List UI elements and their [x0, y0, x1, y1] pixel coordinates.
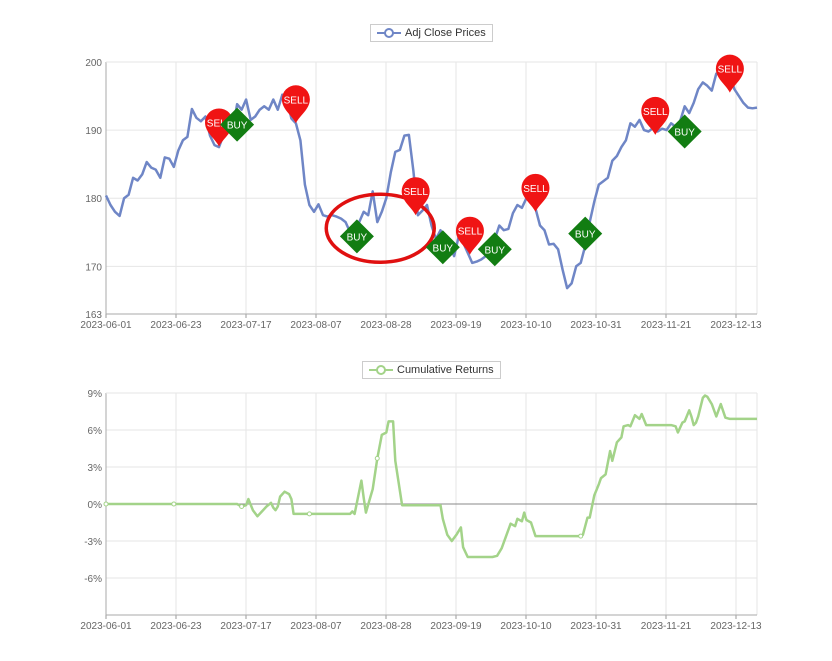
buy-diamond: [339, 219, 374, 254]
x-tick-label: 2023-08-28: [360, 320, 412, 331]
y-tick-label: 170: [85, 262, 102, 273]
sell-marker: SELL: [521, 173, 550, 212]
buy-label: BUY: [674, 127, 695, 138]
sell-marker: SELL: [455, 216, 484, 255]
y-tick-label: 6%: [88, 426, 103, 437]
buy-marker: BUY: [667, 114, 702, 149]
sell-label: SELL: [284, 95, 309, 106]
series-point: [578, 533, 584, 539]
sell-pin: [521, 173, 550, 212]
series-line: [104, 72, 758, 290]
sell-pin: [205, 108, 234, 147]
series-point: [103, 501, 109, 507]
x-tick-label: 2023-12-13: [710, 320, 762, 331]
x-tick-label: 2023-10-31: [570, 621, 622, 632]
series-point: [239, 503, 245, 509]
y-tick-label: 180: [85, 194, 102, 205]
y-tick-label: 190: [85, 126, 102, 137]
sell-marker: SELL: [641, 96, 670, 135]
x-tick-label: 2023-06-23: [150, 320, 202, 331]
sell-pin: [281, 85, 310, 124]
sell-marker: SELL: [205, 108, 234, 147]
y-tick-label: 163: [85, 310, 102, 321]
sell-label: SELL: [458, 227, 483, 238]
price-legend-icon: [377, 28, 401, 38]
buy-diamond: [425, 230, 460, 265]
buy-marker: BUY: [220, 107, 255, 142]
x-tick-label: 2023-07-17: [220, 621, 272, 632]
sell-label: SELL: [643, 107, 668, 118]
buy-marker: BUY: [477, 232, 512, 267]
buy-diamond: [667, 114, 702, 149]
x-tick-label: 2023-06-23: [150, 621, 202, 632]
y-tick-label: 0%: [88, 500, 103, 511]
series-point: [306, 511, 312, 517]
returns-legend-label: Cumulative Returns: [397, 364, 494, 376]
buy-label: BUY: [347, 232, 368, 243]
x-tick-label: 2023-06-01: [80, 621, 132, 632]
y-tick-label: 9%: [88, 389, 103, 400]
buy-marker: BUY: [425, 230, 460, 265]
x-tick-label: 2023-08-07: [290, 621, 342, 632]
returns-legend[interactable]: Cumulative Returns: [362, 361, 501, 379]
x-tick-label: 2023-08-28: [360, 621, 412, 632]
sell-label: SELL: [403, 187, 428, 198]
series-point: [171, 501, 177, 507]
x-tick-label: 2023-09-19: [430, 621, 482, 632]
x-tick-label: 2023-10-10: [500, 621, 552, 632]
sell-pin: [401, 177, 430, 216]
x-tick-label: 2023-07-17: [220, 320, 272, 331]
x-tick-label: 2023-11-21: [641, 621, 692, 632]
x-tick-label: 2023-11-21: [641, 320, 692, 331]
x-tick-label: 2023-10-10: [500, 320, 552, 331]
sell-pin: [455, 216, 484, 255]
price-legend[interactable]: Adj Close Prices: [370, 24, 493, 42]
sell-label: SELL: [207, 118, 232, 129]
buy-diamond: [477, 232, 512, 267]
y-tick-label: -6%: [84, 574, 102, 585]
sell-pin: [715, 54, 744, 93]
x-tick-label: 2023-10-31: [570, 320, 622, 331]
x-tick-label: 2023-06-01: [80, 320, 132, 331]
sell-marker: SELL: [281, 85, 310, 124]
buy-marker: BUY: [339, 219, 374, 254]
x-tick-label: 2023-08-07: [290, 320, 342, 331]
sell-pin: [641, 96, 670, 135]
buy-diamond: [220, 107, 255, 142]
buy-label: BUY: [575, 230, 596, 241]
buy-label: BUY: [227, 121, 248, 132]
y-tick-label: 200: [85, 58, 102, 69]
sell-label: SELL: [718, 65, 743, 76]
series-point: [374, 455, 380, 461]
buy-diamond: [568, 216, 603, 251]
price-legend-label: Adj Close Prices: [405, 27, 486, 39]
highlight-ellipse: [324, 192, 436, 264]
buy-label: BUY: [433, 243, 454, 254]
sell-marker: SELL: [401, 177, 430, 216]
series-line: [106, 394, 757, 559]
y-tick-label: -3%: [84, 537, 102, 548]
buy-marker: BUY: [568, 216, 603, 251]
x-tick-label: 2023-09-19: [430, 320, 482, 331]
y-tick-label: 3%: [88, 463, 103, 474]
returns-chart: 9% 6% 3% 0% -3% -6% 2023-06-01 2023-06-23 2023-0…: [80, 389, 762, 632]
returns-legend-icon: [369, 365, 393, 375]
sell-marker: SELL: [715, 54, 744, 93]
x-tick-label: 2023-12-13: [710, 621, 762, 632]
price-chart: 163 170 180 190 200 2023-06-01 2023-06-23 2023-…: [80, 54, 762, 331]
buy-label: BUY: [485, 245, 506, 256]
sell-label: SELL: [523, 184, 548, 195]
